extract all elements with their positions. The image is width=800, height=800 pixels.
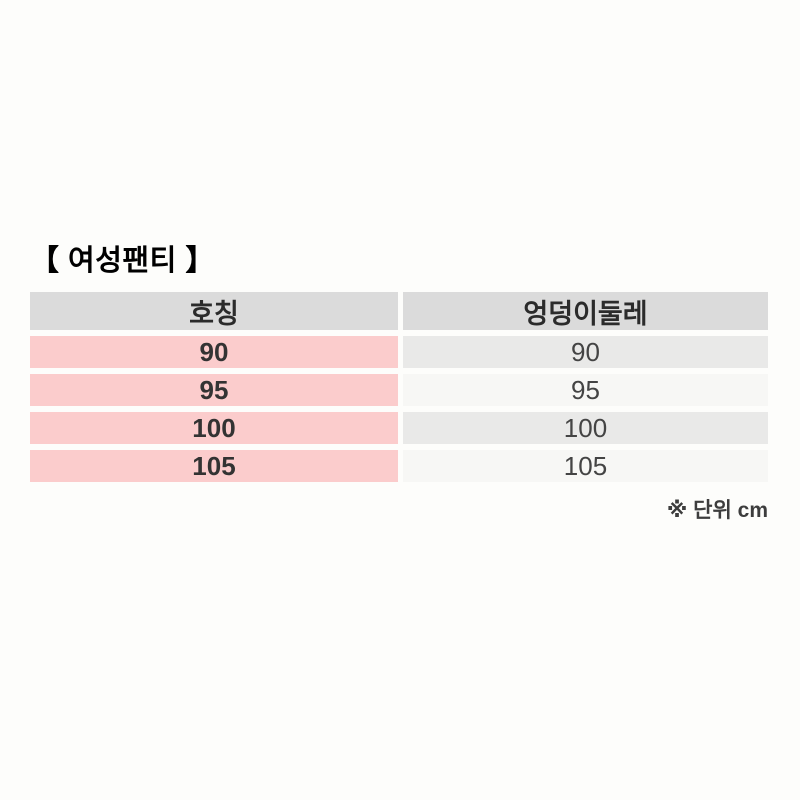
size-cell-row-4: 105 bbox=[30, 450, 398, 482]
hip-cell-row-4: 105 bbox=[403, 450, 768, 482]
page-title: 【 여성팬티 】 bbox=[30, 245, 215, 277]
column-header-hip-circumference: 엉덩이둘레 bbox=[403, 292, 768, 330]
size-table: 호칭 엉덩이둘레 90 90 95 95 100 100 105 105 bbox=[30, 292, 768, 482]
hip-cell-row-1: 90 bbox=[403, 336, 768, 368]
unit-footnote: ※ 단위 cm bbox=[666, 499, 768, 522]
column-header-size-name: 호칭 bbox=[30, 292, 398, 330]
size-cell-row-1: 90 bbox=[30, 336, 398, 368]
hip-cell-row-2: 95 bbox=[403, 374, 768, 406]
size-cell-row-2: 95 bbox=[30, 374, 398, 406]
size-cell-row-3: 100 bbox=[30, 412, 398, 444]
hip-cell-row-3: 100 bbox=[403, 412, 768, 444]
